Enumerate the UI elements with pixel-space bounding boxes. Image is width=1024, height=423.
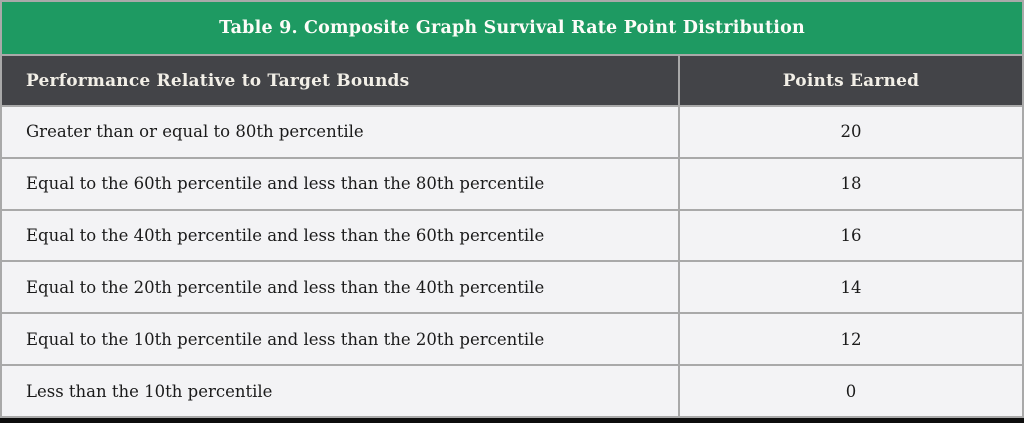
table-row: Less than the 10th percentile 0 (2, 366, 1022, 416)
table-row: Equal to the 60th percentile and less th… (2, 158, 1022, 209)
table-title: Table 9. Composite Graph Survival Rate P… (219, 18, 805, 38)
row-points-cell: 16 (680, 210, 1022, 261)
table-row: Equal to the 10th percentile and less th… (2, 314, 1022, 365)
row-points-cell: 14 (680, 262, 1022, 313)
row-points-cell: 20 (680, 107, 1022, 157)
table-header-row: Performance Relative to Target Bounds Po… (2, 56, 1022, 105)
row-performance-cell: Equal to the 60th percentile and less th… (2, 158, 678, 209)
row-performance-cell: Less than the 10th percentile (2, 366, 678, 416)
row-performance-cell: Greater than or equal to 80th percentile (2, 107, 678, 157)
row-performance-cell: Equal to the 40th percentile and less th… (2, 210, 678, 261)
table-row: Equal to the 20th percentile and less th… (2, 262, 1022, 313)
row-points-cell: 0 (680, 366, 1022, 416)
table-body: Greater than or equal to 80th percentile… (2, 107, 1022, 416)
column-header-points: Points Earned (680, 56, 1022, 105)
table-row: Equal to the 40th percentile and less th… (2, 210, 1022, 261)
row-points-cell: 18 (680, 158, 1022, 209)
row-points-cell: 12 (680, 314, 1022, 365)
table-row: Greater than or equal to 80th percentile… (2, 107, 1022, 157)
column-header-performance: Performance Relative to Target Bounds (2, 56, 678, 105)
row-performance-cell: Equal to the 20th percentile and less th… (2, 262, 678, 313)
table-title-bar: Table 9. Composite Graph Survival Rate P… (2, 2, 1022, 54)
row-performance-cell: Equal to the 10th percentile and less th… (2, 314, 678, 365)
bottom-edge-bar (0, 418, 1024, 423)
